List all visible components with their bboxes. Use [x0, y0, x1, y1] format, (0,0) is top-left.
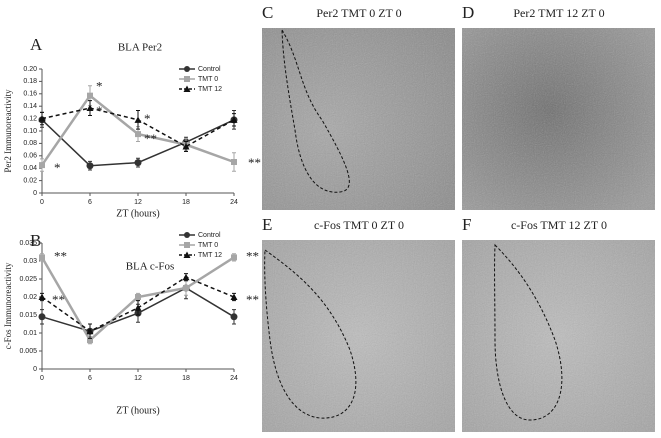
region-outline [264, 249, 357, 419]
annotation: ** [246, 248, 259, 263]
annotation: ** [54, 248, 67, 263]
panel-label: c-Fos TMT 12 ZT 0 [511, 218, 607, 232]
marker [231, 254, 237, 261]
y-tick-label: 0.20 [23, 66, 37, 73]
marker [86, 327, 94, 335]
annotation: ** [248, 155, 261, 170]
marker [39, 254, 45, 261]
x-tick-label: 24 [230, 375, 238, 382]
annotation: * [54, 160, 61, 175]
panel-letter: B [30, 231, 41, 250]
x-tick-label: 0 [40, 375, 44, 382]
marker [230, 313, 238, 321]
y-tick-label: 0.035 [19, 240, 37, 247]
y-tick-label: 0.005 [19, 348, 37, 355]
y-tick-label: 0.10 [23, 128, 37, 135]
marker [135, 131, 141, 138]
x-axis-label: ZT (hours) [116, 405, 159, 416]
legend-label: TMT 12 [198, 252, 222, 259]
y-axis-label: c-Fos Immunoreactivity [3, 262, 13, 349]
region-outline [281, 28, 350, 193]
y-tick-label: 0.03 [23, 258, 37, 265]
panel-letter: A [30, 35, 43, 54]
legend-marker [183, 251, 191, 258]
y-tick-label: 0.015 [19, 312, 37, 319]
legend-label: TMT 0 [198, 76, 218, 83]
legend-marker [184, 242, 190, 248]
x-axis-label: ZT (hours) [116, 208, 159, 219]
marker [134, 116, 142, 123]
y-tick-label: 0.025 [19, 276, 37, 283]
annotation: ** [52, 292, 65, 307]
y-tick-label: 0.18 [23, 78, 37, 85]
marker [86, 104, 94, 112]
marker [38, 115, 46, 122]
marker [230, 116, 238, 123]
panel-label: Per2 TMT 12 ZT 0 [513, 6, 604, 20]
annotation: * [96, 79, 103, 94]
y-tick-label: 0.08 [23, 140, 37, 147]
panel-letter: C [262, 3, 273, 22]
marker [87, 92, 93, 99]
y-axis-label: Per2 Immunoreactivity [3, 89, 13, 173]
legend-label: TMT 12 [198, 86, 222, 93]
y-tick-label: 0.06 [23, 153, 37, 160]
y-tick-label: 0.02 [23, 177, 37, 184]
legend-label: Control [198, 232, 221, 239]
y-tick-label: 0.02 [23, 294, 37, 301]
marker [39, 162, 45, 169]
texture [462, 240, 655, 432]
marker [231, 159, 237, 165]
y-tick-label: 0 [33, 366, 37, 373]
texture [262, 28, 455, 210]
marker [182, 273, 190, 281]
legend-marker [184, 76, 190, 82]
texture [262, 240, 455, 432]
marker [134, 159, 142, 167]
x-tick-label: 12 [134, 199, 142, 206]
y-tick-label: 0.14 [23, 103, 37, 110]
x-tick-label: 18 [182, 199, 190, 206]
texture [462, 28, 655, 210]
annotation: * [144, 111, 151, 126]
panel-label: c-Fos TMT 0 ZT 0 [314, 218, 404, 232]
legend-marker [183, 85, 191, 92]
marker [230, 293, 238, 300]
panel-letter: F [462, 215, 471, 234]
annotation: * [96, 103, 103, 118]
marker [38, 313, 46, 321]
y-tick-label: 0.01 [23, 330, 37, 337]
x-tick-label: 18 [182, 375, 190, 382]
annotation: ** [246, 292, 259, 307]
marker [182, 143, 190, 150]
marker [38, 293, 46, 300]
chart-title: BLA Per2 [118, 42, 162, 54]
marker [86, 162, 94, 170]
x-tick-label: 0 [40, 199, 44, 206]
y-tick-label: 0.04 [23, 165, 37, 172]
marker [183, 285, 189, 291]
y-tick-label: 0.12 [23, 115, 37, 122]
panel-letter: D [462, 3, 474, 22]
x-tick-label: 24 [230, 199, 238, 206]
x-tick-label: 6 [88, 375, 92, 382]
legend-label: TMT 0 [198, 242, 218, 249]
micrographs [262, 28, 655, 432]
marker [135, 294, 141, 300]
annotation: ** [144, 131, 157, 146]
y-tick-label: 0.16 [23, 91, 37, 98]
chart-title: BLA c-Fos [126, 261, 175, 273]
legend-marker [184, 232, 190, 238]
panel-label: Per2 TMT 0 ZT 0 [316, 6, 401, 20]
marker [134, 304, 142, 311]
panel-letter: E [262, 215, 272, 234]
y-tick-label: 0 [33, 190, 37, 197]
region-outline [494, 243, 563, 421]
legend-label: Control [198, 66, 221, 73]
x-tick-label: 12 [134, 375, 142, 382]
x-tick-label: 6 [88, 199, 92, 206]
legend-marker [184, 66, 190, 72]
